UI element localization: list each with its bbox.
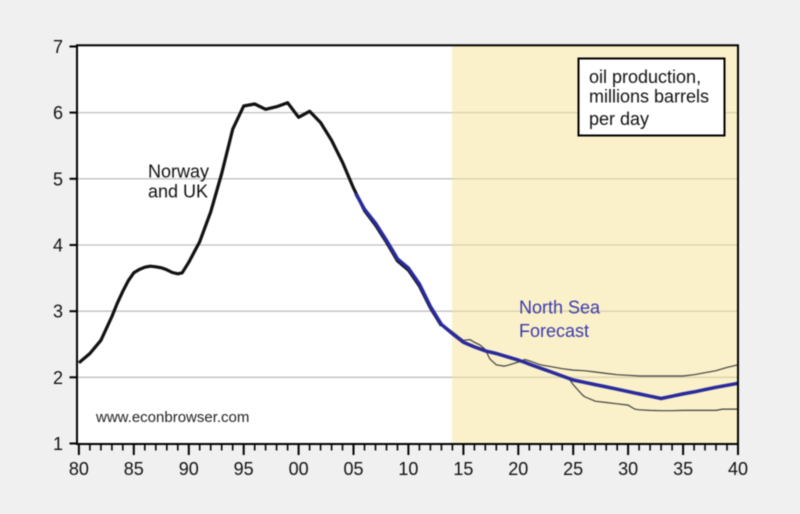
- svg-text:6: 6: [53, 103, 63, 123]
- svg-text:00: 00: [289, 459, 309, 479]
- svg-text:30: 30: [618, 459, 638, 479]
- svg-text:4: 4: [53, 236, 63, 256]
- svg-text:80: 80: [69, 459, 89, 479]
- svg-text:per day: per day: [589, 109, 649, 129]
- svg-text:40: 40: [728, 459, 748, 479]
- svg-text:95: 95: [234, 459, 254, 479]
- svg-text:www.econbrowser.com: www.econbrowser.com: [95, 409, 249, 426]
- svg-text:and UK: and UK: [148, 182, 208, 202]
- svg-text:2: 2: [53, 368, 63, 388]
- svg-text:35: 35: [673, 459, 693, 479]
- svg-text:90: 90: [179, 459, 199, 479]
- svg-text:millions barrels: millions barrels: [589, 87, 709, 107]
- svg-text:85: 85: [124, 459, 144, 479]
- svg-text:North Sea: North Sea: [519, 298, 601, 318]
- svg-text:oil production,: oil production,: [589, 67, 701, 87]
- svg-text:05: 05: [343, 459, 363, 479]
- svg-text:1: 1: [53, 434, 63, 454]
- svg-text:Forecast: Forecast: [519, 321, 589, 341]
- svg-text:3: 3: [53, 302, 63, 322]
- svg-text:25: 25: [563, 459, 583, 479]
- svg-text:5: 5: [53, 169, 63, 189]
- svg-text:Norway: Norway: [148, 162, 209, 182]
- svg-text:15: 15: [453, 459, 473, 479]
- svg-text:20: 20: [508, 459, 528, 479]
- svg-text:10: 10: [398, 459, 418, 479]
- svg-text:7: 7: [53, 37, 63, 57]
